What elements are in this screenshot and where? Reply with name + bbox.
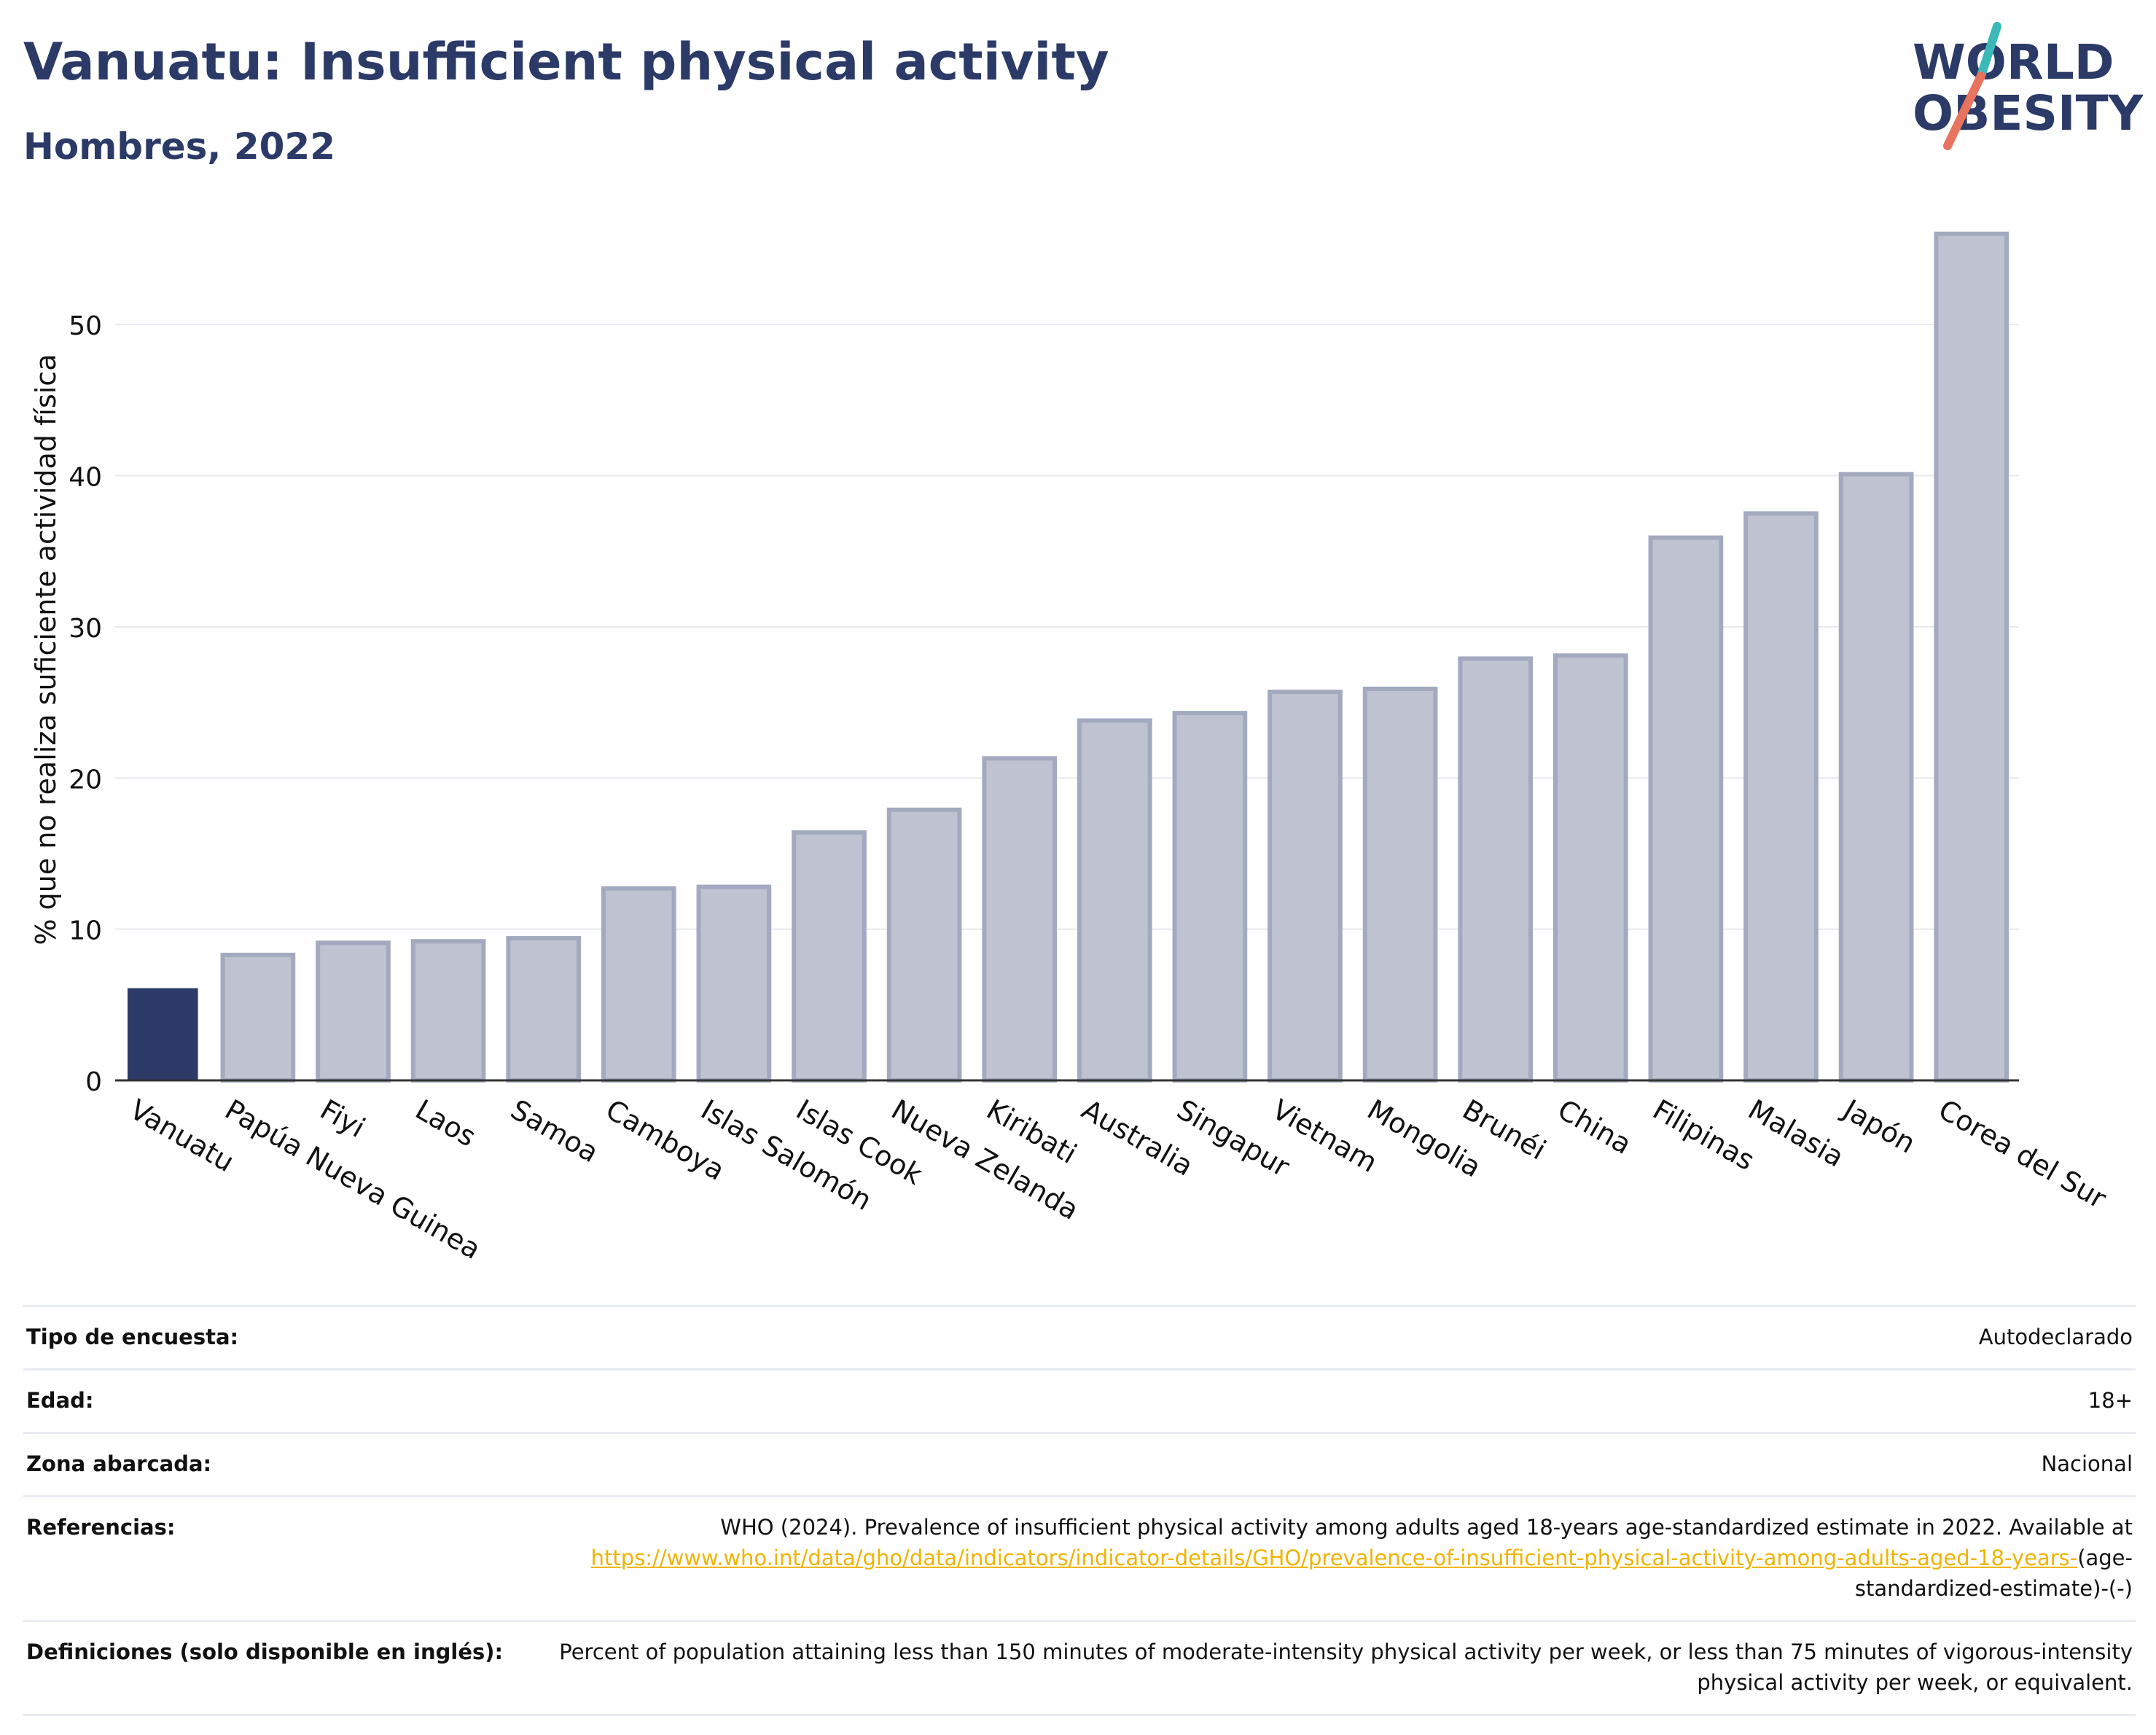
metadata-row: Edad: 18+ — [23, 1368, 2136, 1433]
y-tick-label: 20 — [69, 765, 102, 795]
bar-brun-i — [1458, 656, 1534, 1083]
metadata-row: Referencias: WHO (2024). Prevalence of in… — [23, 1495, 2136, 1621]
metadata-row: Tipo de encuesta: Autodeclarado — [23, 1304, 2136, 1370]
bar-filipinas — [1648, 535, 1724, 1083]
x-tick-label: Corea del Sur — [1933, 1093, 2112, 1215]
bar-malasia — [1743, 511, 1819, 1083]
y-tick-label: 10 — [69, 916, 102, 946]
bar-singapur — [1172, 711, 1248, 1083]
x-tick-label: Filipinas — [1647, 1093, 1759, 1177]
bar-fiyi — [316, 940, 391, 1083]
bar-samoa — [506, 936, 582, 1083]
bars — [127, 231, 2009, 1083]
metadata-label: Referencias: — [23, 1495, 554, 1621]
x-tick-label: Samoa — [505, 1093, 604, 1169]
metadata-value-text: Autodeclarado — [1978, 1325, 2133, 1349]
logo-text-world: WORLD — [1913, 34, 2114, 90]
y-axis-ticks: 0 10 20 30 40 50 — [69, 311, 102, 1097]
metadata-value: Nacional — [554, 1432, 2136, 1497]
bar-camboya — [601, 886, 676, 1083]
y-tick-label: 40 — [69, 463, 102, 493]
bar-vanuatu — [127, 988, 198, 1080]
reference-suffix: (age-standardized-estimate)-(-) — [1854, 1545, 2133, 1602]
metadata-value-text: WHO (2024). Prevalence of insufficient p… — [720, 1515, 2133, 1540]
bar-australia — [1077, 718, 1152, 1083]
metadata-value-text: Percent of population attaining less tha… — [559, 1640, 2133, 1696]
metadata-table: Tipo de encuesta: Autodeclarado Edad: 18+ Zo… — [23, 1304, 2136, 1717]
bar-nueva-zelanda — [886, 807, 962, 1083]
metadata-label: Tipo de encuesta: — [23, 1304, 554, 1370]
metadata-label: Zona abarcada: — [23, 1432, 554, 1497]
bar-laos — [410, 939, 486, 1083]
bar-mongolia — [1362, 686, 1438, 1083]
bar-islas-cook — [792, 830, 867, 1083]
x-tick-label: Laos — [410, 1093, 482, 1153]
bar-pap-a-nueva-guinea — [220, 952, 296, 1083]
metadata-label: Definiciones (solo disponible en inglés)… — [23, 1620, 554, 1717]
x-tick-label: Vanuatu — [125, 1093, 240, 1178]
bar-corea-del-sur — [1934, 231, 2009, 1083]
logo-slash-coral — [1943, 71, 1985, 150]
grid-lines — [115, 324, 2019, 930]
bar-jap-n — [1838, 472, 1914, 1083]
bar-kiribati — [982, 756, 1058, 1083]
metadata-value: Autodeclarado — [554, 1304, 2136, 1370]
metadata-row: Zona abarcada: Nacional — [23, 1432, 2136, 1497]
chart-subtitle: Hombres, 2022 — [23, 125, 335, 168]
metadata-value-text: 18+ — [2087, 1388, 2133, 1414]
reference-link[interactable]: https://www.who.int/data/gho/data/indica… — [590, 1545, 2078, 1571]
x-tick-label: Fiyi — [315, 1093, 370, 1144]
metadata-value: 18+ — [554, 1368, 2136, 1433]
bar-islas-salom-n — [696, 884, 772, 1083]
bar-china — [1552, 653, 1628, 1083]
metadata-value-text: Nacional — [2041, 1451, 2133, 1477]
x-tick-label: Malasia — [1743, 1093, 1849, 1174]
y-axis-label: % que no realiza suficiente actividad fí… — [30, 354, 62, 946]
y-tick-label: 0 — [85, 1067, 102, 1097]
y-tick-label: 50 — [69, 311, 102, 341]
metadata-row: Definiciones (solo disponible en inglés)… — [23, 1620, 2136, 1717]
chart-title: Vanuatu: Insufficient physical activity — [23, 32, 1109, 92]
x-tick-label: China — [1552, 1093, 1637, 1161]
logo-slash-teal — [1977, 22, 2001, 80]
metadata-value: Percent of population attaining less tha… — [554, 1620, 2136, 1717]
metadata-value: WHO (2024). Prevalence of insufficient p… — [554, 1495, 2136, 1621]
metadata-label: Edad: — [23, 1368, 554, 1433]
y-tick-label: 30 — [69, 614, 102, 644]
x-tick-label: Japón — [1837, 1093, 1921, 1160]
world-obesity-logo: WORLD OBESITY — [1913, 22, 2143, 150]
bar-vietnam — [1268, 690, 1343, 1083]
